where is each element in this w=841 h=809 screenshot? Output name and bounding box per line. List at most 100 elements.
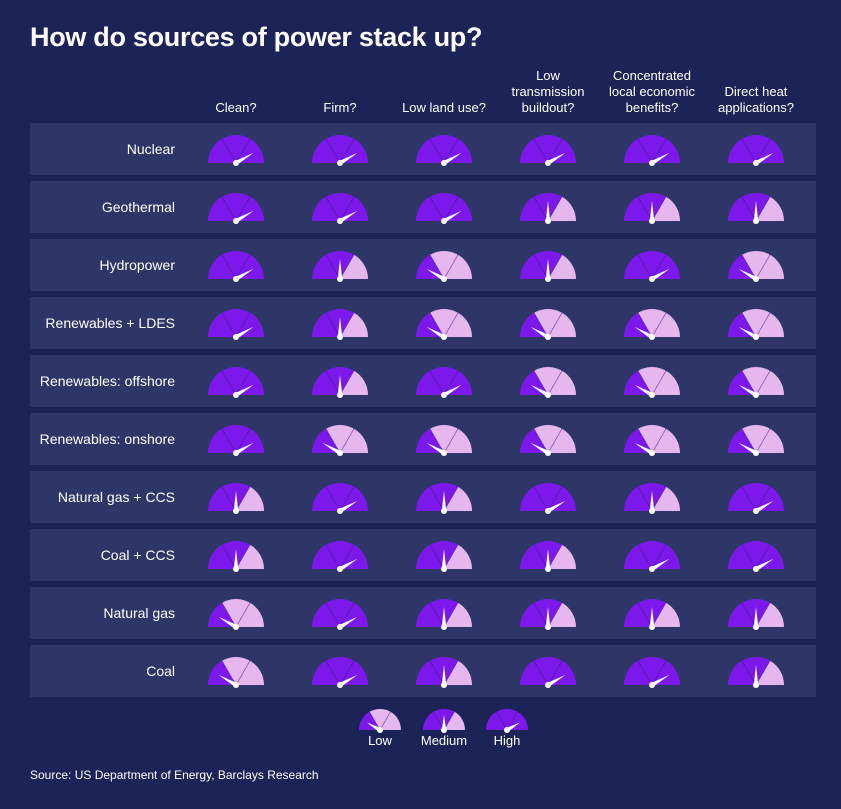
gauge-divider [339, 138, 355, 164]
rating-gauge [728, 424, 784, 456]
row-label: Natural gas + CCS [57, 489, 175, 505]
gauge-segment [534, 482, 562, 511]
gauge-divider [741, 370, 757, 396]
gauge-divider [429, 254, 445, 280]
gauge-divider [651, 486, 667, 512]
gauge-hub [441, 566, 447, 572]
gauge-hub [441, 218, 447, 224]
rating-gauge [208, 598, 264, 630]
gauge-segment [652, 312, 680, 337]
row-label: Renewables: offshore [39, 373, 175, 389]
table-row: Natural gas [30, 587, 816, 639]
rating-gauge [624, 134, 680, 166]
gauge-needle [234, 326, 254, 339]
gauge-needle [426, 326, 446, 339]
gauge-hub [441, 450, 447, 456]
gauge-segment [624, 196, 652, 221]
gauge-segment [326, 540, 354, 569]
gauge-hub [753, 160, 759, 166]
table-row: Nuclear [30, 123, 816, 175]
gauge-segment [624, 254, 652, 279]
gauge-segment [416, 660, 444, 685]
rating-gauge [624, 656, 680, 688]
legend-gauge [486, 708, 528, 733]
gauge-divider [325, 370, 341, 396]
gauge-needle [738, 326, 758, 339]
gauge-needle [338, 674, 358, 687]
gauge-divider [755, 660, 771, 686]
rating-gauge [312, 424, 368, 456]
legend-gauges [359, 708, 528, 733]
gauge-divider [325, 544, 341, 570]
gauge-needle [338, 500, 358, 513]
row-label: Renewables + LDES [45, 315, 175, 331]
gauge-segment [652, 196, 680, 221]
gauge-segment [520, 138, 548, 163]
gauge-segment [416, 138, 444, 163]
rating-gauge [208, 192, 264, 224]
rating-gauge [208, 424, 264, 456]
gauge-segment [728, 312, 756, 337]
rating-gauge [624, 598, 680, 630]
gauge-hub [233, 566, 239, 572]
gauge-hub [545, 392, 551, 398]
gauge-segment [326, 192, 354, 221]
gauge-hub [649, 508, 655, 514]
gauge-segment [208, 602, 236, 627]
rating-gauge [312, 308, 368, 340]
gauge-hub [233, 450, 239, 456]
gauge-hub [753, 276, 759, 282]
gauge-segment [430, 134, 458, 163]
gauge-segment [638, 656, 666, 685]
gauge-hub [441, 392, 447, 398]
table-row: Coal + CCS [30, 529, 816, 581]
gauge-segment [416, 254, 444, 279]
rating-gauge [520, 308, 576, 340]
rating-gauge [520, 482, 576, 514]
column-header: Low transmission buildout? [511, 68, 585, 115]
gauge-segment [548, 370, 576, 395]
gauge-segment [728, 196, 756, 221]
gauge-segment [236, 254, 264, 279]
gauge-segment [312, 254, 340, 279]
gauge-divider [339, 254, 355, 280]
gauge-needle [441, 664, 447, 685]
gauge-divider [339, 196, 355, 222]
gauge-divider [235, 196, 251, 222]
gauge-segment [520, 254, 548, 279]
gauge-divider [221, 544, 237, 570]
gauge-segment [416, 486, 444, 511]
gauge-needle [753, 606, 759, 627]
gauge-segment [638, 134, 666, 163]
gauge-hub [233, 508, 239, 514]
gauge-segment [652, 660, 680, 685]
gauge-segment [444, 138, 472, 163]
gauge-segment [326, 134, 354, 163]
gauge-needle [545, 200, 551, 221]
gauge-segment [756, 602, 784, 627]
gauge-divider [547, 544, 563, 570]
gauge-hub [545, 218, 551, 224]
gauge-divider [496, 711, 508, 731]
gauge-divider [637, 602, 653, 628]
rating-gauge [520, 250, 576, 282]
gauge-segment [236, 602, 264, 627]
gauge-segment [624, 428, 652, 453]
gauge-segment [742, 308, 770, 337]
rating-gauge [624, 308, 680, 340]
rating-gauge [416, 482, 472, 514]
gauge-divider [637, 486, 653, 512]
gauge-needle [545, 548, 551, 569]
gauge-hub [441, 160, 447, 166]
gauge-divider [547, 312, 563, 338]
gauge-hub [337, 450, 343, 456]
gauge-divider [443, 370, 459, 396]
gauge-segment [359, 711, 380, 730]
gauge-divider [325, 602, 341, 628]
gauge-divider [325, 254, 341, 280]
gauge-segment [444, 196, 472, 221]
table-row: Renewables + LDES [30, 297, 816, 349]
gauge-divider [429, 660, 445, 686]
rating-gauge [624, 192, 680, 224]
gauge-divider [443, 544, 459, 570]
